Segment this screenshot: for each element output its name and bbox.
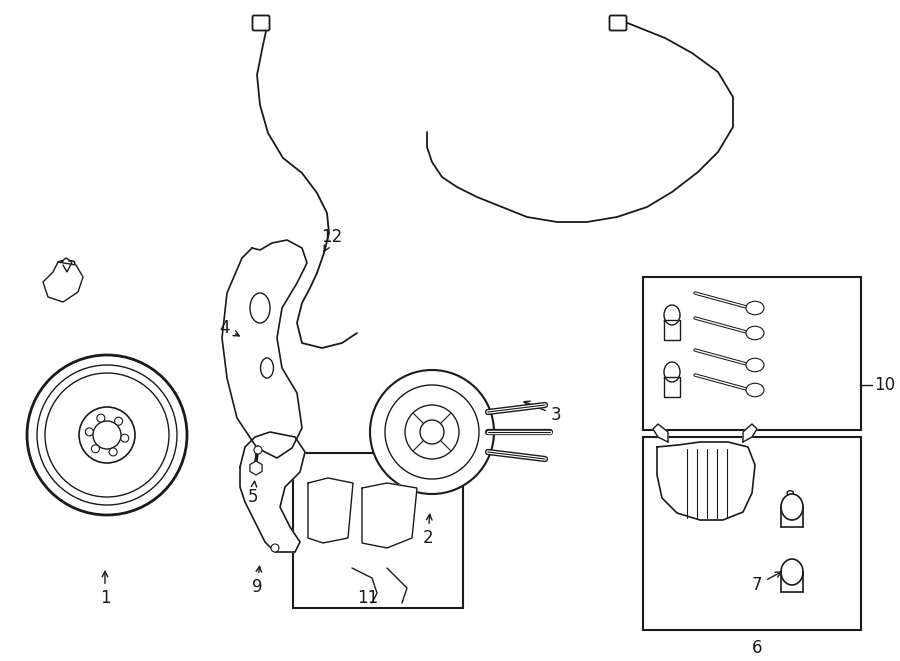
Bar	[643, 437, 861, 630]
Polygon shape	[250, 461, 262, 475]
Ellipse shape	[746, 327, 764, 340]
Ellipse shape	[114, 417, 122, 425]
Circle shape	[254, 446, 262, 454]
Ellipse shape	[92, 445, 99, 453]
Polygon shape	[222, 240, 307, 458]
Text: 5: 5	[248, 481, 258, 506]
Ellipse shape	[746, 301, 764, 315]
Ellipse shape	[781, 494, 803, 520]
Ellipse shape	[405, 405, 459, 459]
Polygon shape	[362, 483, 417, 548]
FancyBboxPatch shape	[253, 15, 269, 30]
Text: 1: 1	[100, 571, 111, 607]
Ellipse shape	[746, 358, 764, 371]
Polygon shape	[664, 377, 680, 397]
Polygon shape	[653, 424, 668, 442]
Text: 9: 9	[252, 566, 262, 596]
Ellipse shape	[664, 305, 680, 325]
Ellipse shape	[664, 362, 680, 382]
Polygon shape	[657, 442, 755, 520]
Text: 4: 4	[220, 319, 239, 337]
Ellipse shape	[250, 293, 270, 323]
Ellipse shape	[109, 448, 117, 456]
Bar	[293, 453, 463, 608]
Polygon shape	[664, 320, 680, 340]
Ellipse shape	[370, 370, 494, 494]
Polygon shape	[240, 432, 305, 552]
Polygon shape	[743, 424, 757, 442]
Text: 8: 8	[785, 489, 796, 510]
Ellipse shape	[781, 559, 803, 585]
Ellipse shape	[97, 414, 104, 422]
Ellipse shape	[260, 358, 274, 378]
Ellipse shape	[86, 428, 94, 436]
Bar	[643, 277, 861, 430]
Text: 12: 12	[321, 228, 343, 252]
Circle shape	[271, 544, 279, 552]
Text: 3: 3	[524, 401, 562, 424]
Ellipse shape	[746, 383, 764, 397]
Ellipse shape	[420, 420, 444, 444]
Polygon shape	[43, 262, 83, 302]
Text: 11: 11	[357, 589, 379, 607]
FancyBboxPatch shape	[609, 15, 626, 30]
Text: 6: 6	[752, 639, 762, 657]
Text: 10: 10	[875, 376, 896, 394]
Text: 13: 13	[57, 259, 77, 280]
Polygon shape	[308, 478, 353, 543]
Text: 2: 2	[423, 514, 433, 547]
Ellipse shape	[121, 434, 129, 442]
Text: 7: 7	[752, 572, 781, 594]
